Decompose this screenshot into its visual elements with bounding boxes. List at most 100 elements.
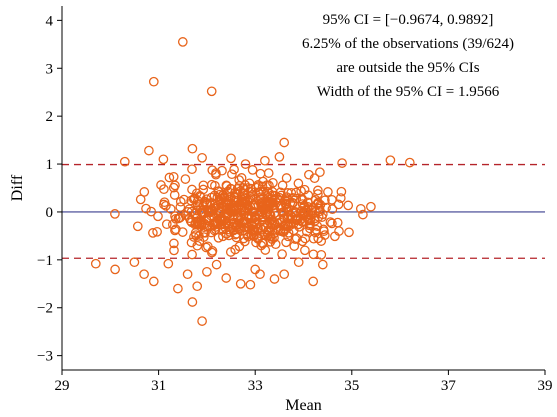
y-tick-label: −2 [37, 301, 53, 317]
data-point [179, 194, 189, 205]
data-points [90, 37, 415, 326]
data-point [355, 203, 366, 214]
data-point [169, 245, 179, 256]
annotation-line-4: Width of the 95% CI = 1.9566 [317, 84, 500, 100]
data-point [263, 168, 274, 178]
y-tick-label: −1 [37, 253, 53, 269]
data-point [148, 228, 158, 238]
annotation-line-1: 95% CI = [−0.9674, 0.9892] [323, 12, 494, 28]
data-point [132, 221, 143, 232]
data-point [288, 208, 298, 219]
data-point [175, 212, 186, 223]
data-point [297, 194, 307, 204]
data-point [319, 230, 330, 240]
data-point [310, 227, 321, 238]
data-point [163, 258, 174, 269]
data-point [235, 186, 246, 196]
data-point [168, 182, 179, 193]
data-point [144, 145, 154, 156]
data-point [316, 249, 327, 260]
data-point [227, 169, 237, 180]
data-point [192, 217, 202, 228]
data-point [148, 276, 159, 287]
data-point [327, 204, 338, 215]
data-point [317, 259, 328, 270]
data-point [327, 218, 337, 229]
data-point [325, 217, 336, 227]
data-point [218, 190, 229, 200]
data-point [251, 237, 261, 248]
data-point [297, 236, 308, 247]
data-point [235, 278, 246, 289]
data-point [260, 229, 270, 240]
data-point [217, 165, 227, 176]
data-point [343, 200, 354, 211]
data-point [197, 152, 207, 163]
data-point [240, 159, 251, 169]
data-point [169, 190, 180, 200]
data-point [385, 155, 396, 166]
data-point [175, 202, 186, 212]
data-point [287, 193, 298, 203]
data-point [221, 273, 232, 283]
data-point [139, 187, 150, 197]
data-point [242, 204, 252, 214]
data-point [211, 222, 221, 232]
data-point [192, 240, 203, 251]
data-point [161, 219, 172, 230]
data-point [280, 199, 291, 210]
data-point [173, 283, 183, 294]
data-point [229, 164, 239, 175]
data-point [148, 76, 159, 87]
data-point [221, 181, 232, 191]
data-point [275, 225, 286, 235]
data-point [206, 179, 217, 190]
data-point [225, 247, 236, 257]
data-point [153, 211, 163, 222]
data-point [192, 196, 203, 206]
data-point [195, 190, 205, 201]
x-tick-label: 33 [248, 378, 263, 394]
data-point [241, 218, 251, 229]
data-point [318, 224, 329, 235]
y-axis-ticks: −3 −2 −1 0 1 2 3 4 [37, 13, 62, 365]
data-point [197, 316, 207, 326]
data-point [110, 264, 120, 275]
data-point [90, 258, 101, 269]
data-point [189, 193, 200, 203]
data-point [170, 224, 181, 235]
data-point [258, 238, 268, 249]
data-point [267, 186, 278, 197]
data-point [185, 216, 196, 226]
data-point [146, 206, 157, 217]
data-point [283, 221, 294, 232]
x-tick-label: 29 [55, 378, 70, 394]
data-point [174, 213, 184, 224]
data-point [190, 228, 201, 238]
y-axis-label: Diff [9, 174, 26, 201]
data-point [337, 158, 347, 168]
data-point [279, 269, 290, 280]
x-tick-label: 39 [538, 378, 553, 394]
data-point [245, 279, 256, 290]
data-point [135, 194, 146, 205]
data-point [304, 169, 314, 180]
data-point [129, 257, 140, 268]
data-point [170, 213, 181, 224]
y-tick-label: 1 [46, 157, 54, 173]
data-point [156, 180, 166, 190]
data-point [335, 193, 346, 203]
data-point [187, 249, 197, 260]
data-point [334, 226, 344, 236]
data-point [287, 212, 298, 223]
data-point [141, 203, 151, 214]
data-point [274, 152, 285, 162]
x-tick-label: 35 [344, 378, 359, 394]
data-point [256, 199, 267, 210]
data-point [119, 156, 130, 167]
data-point [213, 232, 224, 243]
data-point [246, 219, 257, 230]
data-point [288, 218, 299, 229]
data-point [269, 202, 279, 213]
